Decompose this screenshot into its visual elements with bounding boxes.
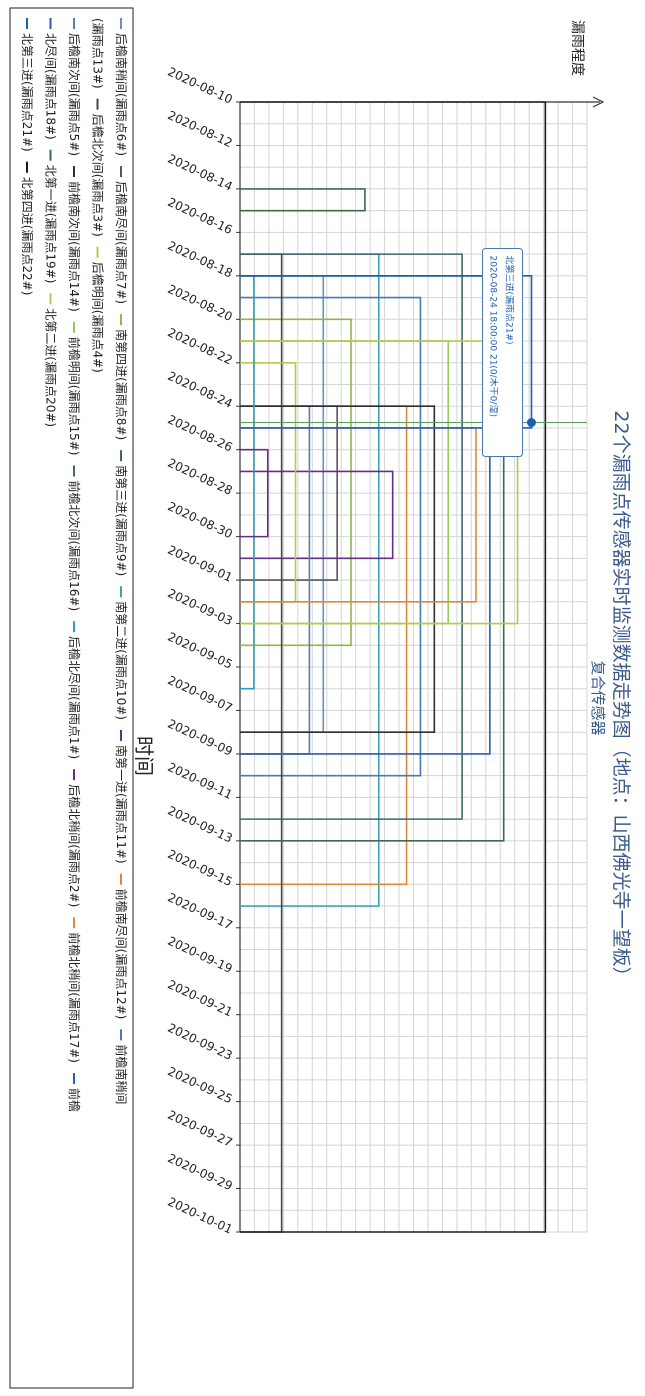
chart-title: 22个漏雨点传感器实时监测数据走势图（地点：山西佛光寺一望板） [610, 410, 632, 985]
series-line [240, 101, 547, 1233]
x-tick-label: 2020-09-21 [166, 977, 235, 1019]
legend-label: 前檐南尽间(漏雨点12#) [114, 889, 129, 1020]
x-tick-label: 2020-09-03 [166, 586, 235, 628]
legend-label: 前檐北次间(漏雨点16#) [67, 480, 82, 611]
legend-label: 前檐南稍间 [114, 1044, 129, 1104]
x-tick-label: 2020-08-22 [166, 325, 235, 367]
y-axis-arrow [592, 96, 605, 108]
x-tick-label: 2020-08-10 [166, 65, 235, 107]
legend-label: 北第一进(漏雨点19#) [44, 165, 58, 284]
tooltip-value: 2020-08-24 18:00:00 21(0/木干0/湿) [487, 256, 499, 417]
legend-label: 北第四进(漏雨点22#) [20, 177, 34, 296]
y-axis-label: 漏雨程度 [569, 20, 585, 76]
x-tick-label: 2020-08-14 [166, 151, 235, 193]
series-line [240, 318, 352, 647]
x-tick-label: 2020-09-09 [166, 716, 235, 758]
x-tick-label: 2020-08-28 [166, 456, 235, 498]
legend-label: 前檐明间(漏雨点15#) [67, 337, 82, 456]
series-line [240, 470, 394, 560]
x-tick-label: 2020-09-15 [166, 847, 235, 889]
x-tick-label: 2020-10-01 [166, 1195, 235, 1237]
legend-label: 后檐北稍间(漏雨点2#) [67, 784, 81, 907]
legend-label: 前檐北稍间(漏雨点17#) [67, 932, 82, 1063]
x-tick-label: 2020-08-30 [166, 499, 235, 541]
legend-label: 南第一进(漏雨点11#) [114, 745, 129, 864]
x-tick-label: 2020-09-13 [166, 803, 235, 845]
legend-label: 南第二进(漏雨点10#) [114, 601, 129, 720]
legend: 后檐南稍间(漏雨点6#) 后檐南尽间(漏雨点7#) 南第四进(漏雨点8#) 南第三进(… [20, 18, 129, 1112]
tooltip-marker [526, 418, 536, 428]
series-line [240, 275, 255, 690]
legend-label: 北第二进(漏雨点20#) [44, 308, 58, 427]
legend-label: 前檐 [67, 1088, 82, 1112]
x-tick-label: 2020-09-25 [166, 1064, 235, 1106]
legend-box [9, 7, 134, 1389]
x-tick-label: 2020-08-20 [166, 282, 235, 324]
plot-area: 2020-08-102020-08-122020-08-142020-08-16… [166, 65, 605, 1237]
series-line [240, 296, 422, 777]
series-line [240, 448, 269, 538]
series-line [240, 340, 519, 625]
series-line [240, 275, 533, 429]
series-line [240, 253, 283, 1233]
x-tick-label: 2020-08-18 [166, 238, 235, 280]
x-tick-label: 2020-09-29 [166, 1151, 235, 1193]
legend-label: 南第四进(漏雨点8#) [114, 329, 129, 440]
series-line [240, 188, 366, 212]
legend-label: 后檐北次间(漏雨点3#) [91, 114, 105, 237]
series-line [240, 253, 463, 820]
legend-label: 后檐南稍间(漏雨点6#) [114, 33, 129, 156]
series-line [240, 405, 436, 733]
legend-label: 后檐南尽间(漏雨点7#) [114, 181, 129, 304]
x-tick-label: 2020-08-12 [166, 108, 235, 150]
x-tick-label: 2020-09-17 [166, 890, 235, 932]
x-tick-label: 2020-09-11 [166, 760, 235, 802]
x-tick-label: 2020-08-26 [166, 412, 235, 454]
legend-label: 后檐明间(漏雨点4#) [91, 262, 105, 373]
legend-label: 后檐北尽间(漏雨点1#) [67, 636, 81, 759]
legend-label: (漏雨点13#) [91, 18, 105, 89]
x-tick-label: 2020-09-23 [166, 1021, 235, 1063]
x-tick-label: 2020-09-01 [166, 543, 235, 585]
x-axis-label: 时间 [132, 736, 156, 776]
chart-subtitle: 复合传感器 [589, 660, 607, 735]
legend-label: 后檐南次间(漏雨点5#) [67, 33, 82, 156]
tooltip-box [481, 248, 523, 458]
legend-label: 南第三进(漏雨点9#) [114, 465, 129, 576]
x-tick-label: 2020-09-07 [166, 673, 235, 715]
legend-label: 北第三进(漏雨点21#) [20, 33, 34, 152]
tooltip-title: 北第三进(漏雨点21#) [503, 256, 515, 345]
x-tick-label: 2020-08-16 [166, 195, 235, 237]
legend-label: 前檐南次间(漏雨点14#) [67, 181, 82, 312]
x-tick-label: 2020-09-27 [166, 1108, 235, 1150]
x-tick-label: 2020-09-05 [166, 630, 235, 672]
legend-label: 北尽间(漏雨点18#) [44, 33, 58, 140]
x-tick-label: 2020-09-19 [166, 934, 235, 976]
x-tick-label: 2020-08-24 [166, 369, 235, 411]
series-line [240, 340, 449, 625]
